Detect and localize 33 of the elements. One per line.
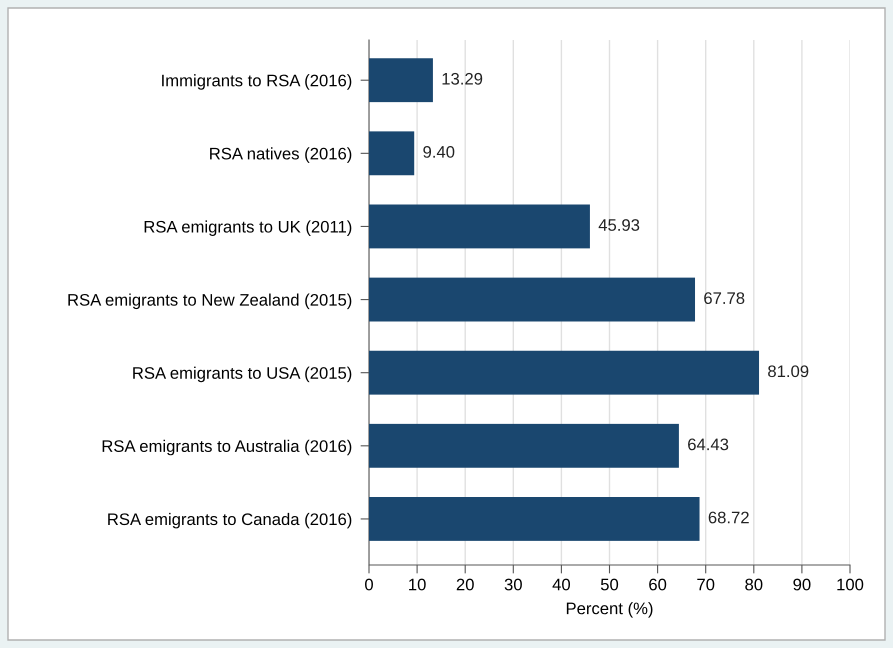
data-label: 67.78 (704, 292, 744, 304)
bar (369, 131, 414, 176)
x-tick-label: 50 (600, 578, 618, 590)
bar (369, 350, 760, 395)
x-tick-label: 60 (649, 578, 666, 590)
bar (369, 424, 679, 468)
data-label: 81.09 (768, 365, 808, 378)
x-tick-label: 10 (409, 578, 426, 590)
data-label: 45.93 (598, 219, 640, 231)
data-label: 68.72 (708, 512, 749, 524)
x-tick-label: 70 (697, 578, 714, 590)
bar (369, 58, 433, 102)
y-tick-label: RSA natives (2016) (210, 147, 352, 163)
y-tick-label: Immigrants to RSA (2016) (162, 74, 352, 90)
bar (369, 278, 696, 322)
bar (369, 204, 590, 248)
x-tick-label: 80 (745, 578, 762, 590)
y-tick-label: RSA emigrants to Canada (2016) (108, 512, 352, 528)
data-label: 13.29 (442, 72, 482, 85)
y-tick-label: RSA emigrants to Australia (2016) (102, 440, 352, 456)
y-tick-label: RSA emigrants to New Zealand (2015) (68, 294, 352, 310)
y-tick-label: RSA emigrants to USA (2015) (133, 366, 352, 382)
data-label: 64.43 (688, 438, 728, 450)
x-axis-title: Percent (%) (566, 602, 652, 618)
x-tick-label: 100 (837, 578, 864, 590)
bar (369, 497, 700, 541)
data-label: 9.40 (423, 146, 454, 158)
y-tick-label: RSA emigrants to UK (2011) (144, 220, 352, 236)
x-tick-label: 40 (552, 578, 570, 590)
x-tick-label: 0 (365, 578, 373, 590)
x-tick-label: 90 (793, 578, 811, 590)
x-tick-label: 30 (504, 578, 522, 590)
x-tick-label: 20 (456, 578, 474, 590)
